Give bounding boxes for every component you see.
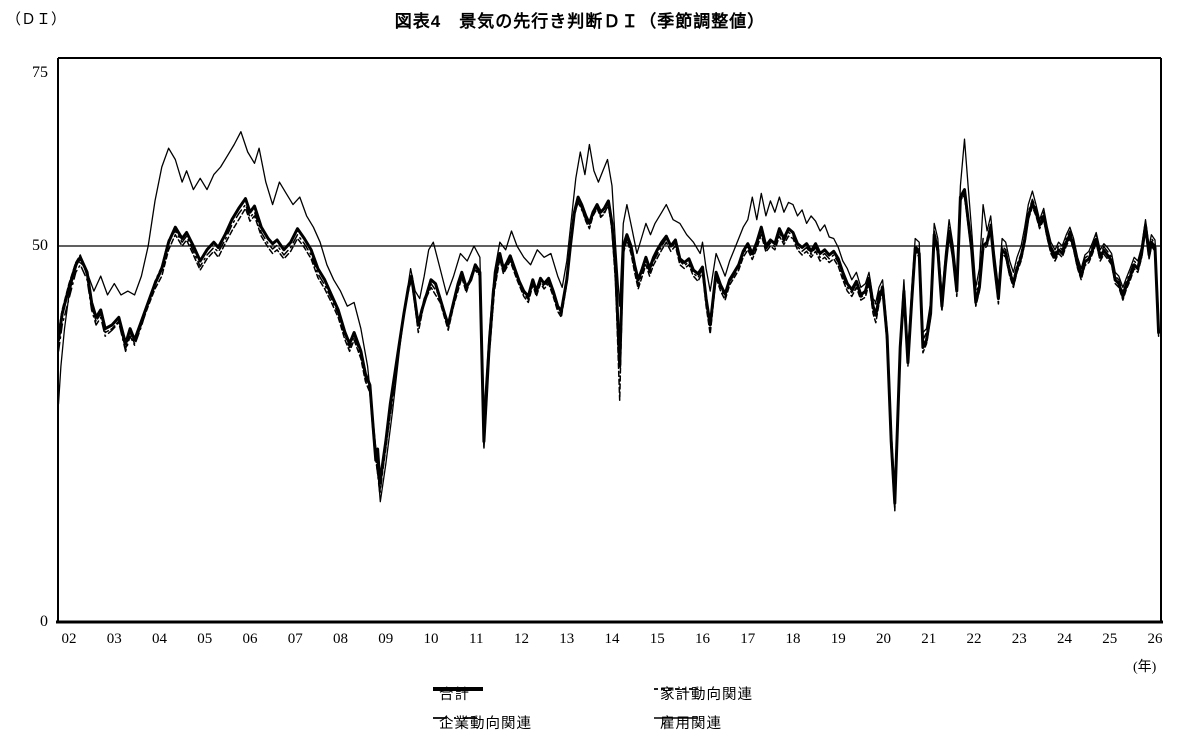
series-line-household bbox=[57, 192, 1160, 512]
x-tick-label-18: 18 bbox=[785, 631, 801, 647]
legend-employment-line-sample bbox=[654, 717, 698, 719]
series-line-corporate bbox=[57, 194, 1160, 495]
x-tick-label-02: 02 bbox=[61, 631, 77, 647]
legend-item-total: 合計 bbox=[432, 685, 483, 703]
x-tick-label-13: 13 bbox=[559, 631, 575, 647]
x-tick-label-15: 15 bbox=[649, 631, 665, 647]
legend-corporate-line-sample bbox=[433, 717, 483, 719]
x-axis-unit-label: (年) bbox=[1133, 660, 1157, 675]
y-axis-unit-label: （ＤＩ） bbox=[6, 12, 67, 28]
x-tick-label-24: 24 bbox=[1057, 631, 1072, 647]
y-tick-label-0: 0 bbox=[40, 613, 48, 630]
x-tick-label-21: 21 bbox=[921, 631, 937, 647]
legend-household-line-sample bbox=[654, 688, 698, 690]
x-tick-label-06: 06 bbox=[242, 631, 258, 647]
x-tick-label-17: 17 bbox=[740, 631, 756, 647]
x-tick-label-03: 03 bbox=[106, 631, 122, 647]
legend-item-household: 家計動向関連 bbox=[653, 685, 753, 703]
x-tick-label-10: 10 bbox=[423, 631, 439, 647]
legend-item-corporate: 企業動向関連 bbox=[432, 714, 532, 732]
series-line-total bbox=[57, 188, 1161, 505]
x-tick-label-19: 19 bbox=[830, 631, 846, 647]
y-tick-label-50: 50 bbox=[32, 237, 48, 254]
y-tick-label-75: 75 bbox=[32, 64, 48, 81]
x-tick-label-20: 20 bbox=[876, 631, 891, 647]
x-tick-label-23: 23 bbox=[1011, 631, 1027, 647]
chart-title: 図表4 景気の先行き判断ＤＩ（季節調整値） bbox=[394, 12, 766, 31]
x-tick-label-12: 12 bbox=[514, 631, 529, 647]
x-tick-label-16: 16 bbox=[695, 631, 710, 647]
legend-household-label: 家計動向関連 bbox=[660, 686, 753, 703]
series-lines bbox=[57, 131, 1161, 512]
legend-total-line-sample bbox=[433, 687, 483, 691]
legend-employment-label: 雇用関連 bbox=[660, 715, 722, 732]
x-tick-label-25: 25 bbox=[1102, 631, 1118, 647]
legend-item-employment: 雇用関連 bbox=[653, 714, 722, 732]
x-tick-label-04: 04 bbox=[152, 631, 167, 647]
x-tick-label-08: 08 bbox=[333, 631, 348, 647]
x-tick-label-11: 11 bbox=[469, 631, 484, 647]
x-tick-label-22: 22 bbox=[966, 631, 982, 647]
x-tick-label-07: 07 bbox=[287, 631, 303, 647]
legend-corporate-label: 企業動向関連 bbox=[439, 715, 532, 732]
series-line-employment bbox=[57, 131, 1160, 510]
x-tick-label-09: 09 bbox=[378, 631, 394, 647]
x-tick-label-26: 26 bbox=[1147, 631, 1163, 647]
x-tick-label-14: 14 bbox=[604, 631, 620, 647]
x-tick-label-05: 05 bbox=[197, 631, 213, 647]
